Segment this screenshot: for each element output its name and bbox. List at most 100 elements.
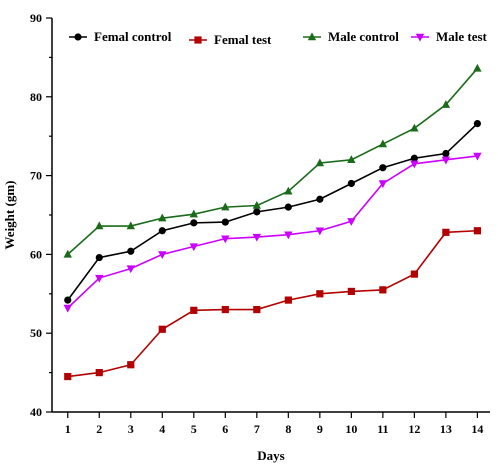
- legend-item: Femal control: [69, 29, 172, 44]
- data-point: [253, 208, 261, 216]
- data-point: [379, 164, 387, 172]
- data-point: [127, 247, 135, 255]
- data-point: [158, 325, 166, 333]
- x-tick-label: 2: [96, 422, 102, 436]
- data-point: [63, 249, 72, 258]
- x-tick-label: 14: [471, 422, 483, 436]
- data-point: [410, 123, 419, 132]
- data-point: [410, 154, 418, 162]
- x-tick-label: 11: [377, 422, 388, 436]
- data-point: [190, 219, 198, 227]
- data-point: [221, 218, 229, 226]
- x-tick-label: 12: [408, 422, 420, 436]
- data-point: [95, 221, 104, 230]
- data-point: [221, 202, 230, 211]
- y-tick-label: 70: [30, 169, 42, 183]
- data-point: [378, 139, 388, 148]
- x-tick-label: 8: [285, 422, 291, 436]
- data-point: [347, 287, 355, 296]
- data-point: [95, 369, 103, 377]
- data-point: [221, 305, 229, 314]
- series-3: [63, 152, 482, 313]
- x-tick-label: 1: [65, 422, 71, 436]
- data-point: [442, 228, 450, 236]
- series-0: [64, 119, 481, 304]
- data-point: [315, 158, 325, 167]
- series-line: [67, 123, 478, 301]
- data-point: [190, 306, 198, 314]
- data-point: [126, 265, 135, 274]
- y-tick-label: 90: [30, 11, 42, 25]
- data-point: [316, 195, 324, 203]
- series-layer: [63, 63, 482, 381]
- data-point: [378, 180, 388, 189]
- data-point: [189, 209, 198, 218]
- data-point: [441, 156, 451, 165]
- data-point: [253, 305, 261, 314]
- legend-label: Male test: [436, 29, 488, 44]
- legend-swatch-marker: [74, 33, 82, 41]
- legend-item: Male control: [303, 29, 399, 44]
- x-tick-label: 9: [317, 422, 323, 436]
- data-point: [284, 203, 292, 211]
- data-point: [316, 290, 324, 298]
- series-line: [67, 229, 478, 378]
- legend: Femal control Femal test Male control Male …: [69, 29, 488, 47]
- data-point: [347, 155, 356, 164]
- data-point: [63, 304, 72, 313]
- x-ticks: 1 2 3 4 5 6 7 8 9 10 11 12 13 14: [65, 412, 483, 436]
- data-point: [252, 233, 262, 242]
- legend-item: Male test: [411, 29, 488, 44]
- legend-label: Male control: [328, 29, 399, 44]
- legend-swatch-marker: [415, 33, 425, 42]
- legend-label: Femal test: [214, 32, 272, 47]
- x-tick-label: 6: [222, 422, 228, 436]
- x-tick-label: 7: [254, 422, 260, 436]
- y-tick-label: 80: [30, 90, 42, 104]
- x-tick-label: 5: [191, 422, 197, 436]
- data-point: [127, 361, 135, 369]
- data-point: [410, 160, 419, 169]
- data-point: [347, 218, 356, 226]
- data-point: [473, 227, 481, 235]
- data-point: [126, 221, 135, 230]
- data-point: [252, 200, 262, 209]
- data-point: [379, 286, 387, 294]
- x-axis-title: Days: [257, 448, 284, 463]
- data-point: [64, 296, 72, 304]
- data-point: [158, 227, 166, 235]
- data-point: [410, 270, 418, 278]
- data-point: [315, 227, 325, 236]
- data-point: [284, 296, 292, 304]
- data-point: [347, 179, 355, 188]
- data-point: [95, 274, 104, 283]
- y-tick-label: 50: [30, 326, 42, 340]
- series-line: [67, 67, 478, 255]
- legend-label: Femal control: [94, 29, 172, 44]
- x-tick-label: 3: [128, 422, 134, 436]
- y-axis-title: Weight (gm): [2, 181, 17, 250]
- data-point: [221, 235, 230, 244]
- x-tick-label: 4: [159, 422, 165, 436]
- data-point: [473, 152, 482, 161]
- data-point: [473, 63, 482, 72]
- data-point: [284, 231, 293, 240]
- data-point: [441, 100, 451, 108]
- series-2: [63, 63, 482, 258]
- y-ticks: 40 50 60 70 80 90: [30, 11, 52, 419]
- x-tick-label: 13: [440, 422, 452, 436]
- series-1: [64, 227, 481, 381]
- y-tick-label: 40: [30, 405, 42, 419]
- series-line: [67, 155, 478, 309]
- legend-item: Femal test: [189, 32, 272, 47]
- data-point: [189, 243, 198, 252]
- data-point: [158, 213, 167, 222]
- data-point: [284, 186, 293, 195]
- data-point: [64, 372, 72, 381]
- data-point: [158, 251, 167, 259]
- legend-swatch-marker: [194, 36, 202, 44]
- x-tick-label: 10: [345, 422, 357, 436]
- y-tick-label: 60: [30, 247, 42, 261]
- legend-swatch-marker: [307, 32, 317, 41]
